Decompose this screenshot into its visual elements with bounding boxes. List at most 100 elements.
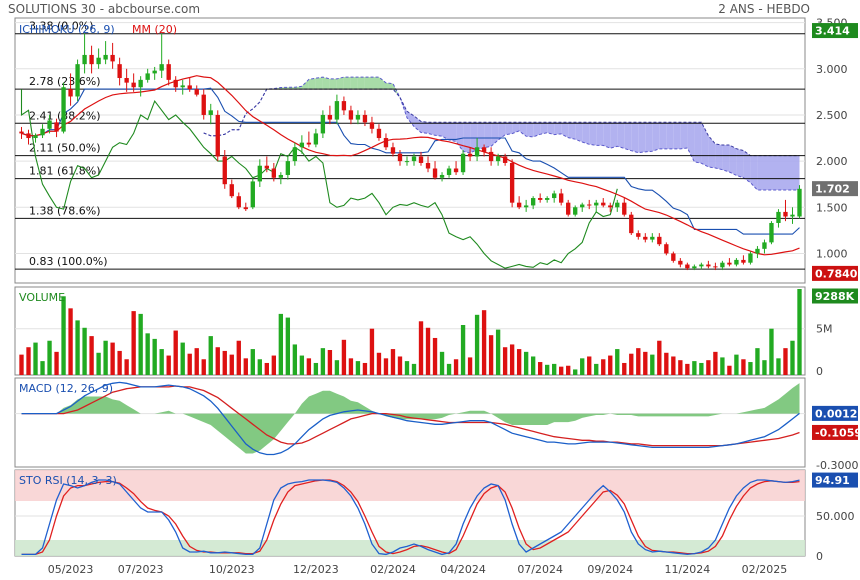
cloud-segment [708,135,716,168]
volume-bar [601,359,606,375]
volume-bar [734,354,739,375]
volume-bar [110,342,115,375]
price-y-axis: 3.5003.0002.5002.0001.5001.0003.4141.702… [812,17,858,281]
cloud-segment [582,122,590,145]
cloud-segment [603,122,611,149]
cloud-segment [456,122,464,152]
candle-body [250,181,255,208]
cloud-segment [666,122,674,149]
candle-body [117,64,122,79]
cloud-segment [792,155,800,190]
fib-label: 1.38 (78.6%) [29,204,101,217]
candle-body [180,85,185,88]
candle-body [678,260,683,265]
candle-body [453,168,459,173]
candle-body [776,211,781,223]
volume-bar [89,336,94,375]
x-tick-label: 02/2025 [742,563,788,576]
volume-bar [397,356,403,375]
x-tick-label: 12/2023 [293,563,339,576]
candle-body [552,193,557,199]
cloud-segment [505,122,513,135]
volume-bar [783,348,788,375]
x-tick-label: 10/2023 [209,563,255,576]
cloud-segment [680,122,688,149]
candle-body [33,135,38,139]
cloud-segment [301,79,309,90]
senkou-b-line [203,88,800,157]
price-tick-label: 1.000 [816,247,848,260]
candle-body [720,262,725,268]
candle-body [341,101,347,111]
volume-bar [776,358,781,375]
cloud-segment [736,148,744,178]
price-badge-text: 0.7840 [815,267,858,280]
macd-lines [21,381,800,456]
volume-bar [47,340,52,375]
volume-bar [502,347,508,375]
volume-bar [306,358,312,375]
candle-body [671,253,676,261]
cloud-segment [694,122,702,164]
cloud-segment [519,122,527,137]
cloud-segment [596,122,604,146]
candles [19,33,802,271]
volume-bar [516,349,522,375]
candle-body [397,153,403,162]
volume-bar [362,362,368,375]
candle-body [110,54,115,62]
price-badge-bg [812,265,858,281]
indicator-lines [20,75,800,269]
candle-body [692,266,697,269]
volume-bar [685,363,690,375]
candle-body [622,202,627,215]
volume-bar [292,344,298,375]
macd-y-axis: 0.0012 -0.1059 -0.3000 [812,405,860,472]
candle-body [376,128,382,139]
volume-bar [530,356,536,375]
cloud-segment [540,122,548,135]
x-tick-label: 07/2024 [517,563,563,576]
cloud-segment [442,122,449,140]
volume-bar [341,339,347,375]
volume-bar [222,350,227,375]
volume-bar [383,358,389,375]
volume-bar [124,359,129,375]
candle-body [509,162,515,203]
candle-body [467,153,473,157]
volume-bar [615,349,620,375]
candle-body [643,236,648,240]
candle-body [418,156,424,163]
candle-body [299,142,305,148]
cloud-segment [491,122,499,147]
volume-bar [559,366,564,375]
mm-title: MM (20) [132,23,177,36]
volume-bar [488,335,494,375]
volume-bar [460,325,466,375]
price-badge-bg [812,181,858,197]
candle-body [208,110,213,115]
volume-tick-label: 5M [816,323,833,336]
volume-bar [566,365,571,375]
volume-bar [650,354,655,375]
candle-body [460,153,466,173]
volume-bar [166,355,171,375]
candle-body [734,259,739,265]
header-right: 2 ANS - HEBDO [718,2,810,16]
candle-body [404,161,410,163]
cloud-segment [778,155,786,190]
candle-body [68,89,73,97]
volume-bar [96,352,101,375]
volume-bar [432,337,438,375]
candle-body [502,156,508,163]
candle-body [530,198,536,206]
cloud-segment [631,122,639,153]
cloud-segment [617,122,625,149]
volume-tick-label: 0 [816,365,823,378]
cloud-segment [687,122,695,162]
cloud-segment [757,155,765,190]
candle-body [187,85,192,90]
candle-body [783,211,788,217]
candle-body [222,156,227,185]
candle-body [327,114,333,120]
